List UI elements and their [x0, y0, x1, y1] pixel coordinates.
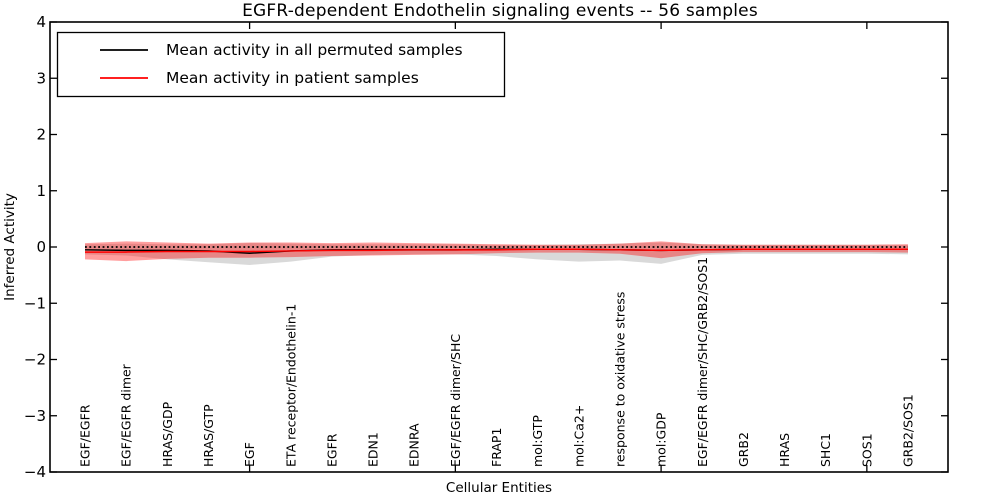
- x-category-label: EGF/EGFR dimer/SHC: [448, 334, 463, 467]
- y-axis-label: Inferred Activity: [2, 193, 18, 301]
- legend-label-permuted: Mean activity in all permuted samples: [166, 41, 463, 59]
- x-category-label: GRB2/SOS1: [901, 394, 916, 467]
- x-category-labels-group: EGF/EGFR EGF/EGFR dimer HRAS/GDP HRAS/GTP EG…: [78, 257, 916, 467]
- x-category-label: SHC1: [818, 433, 833, 467]
- legend-label-patient: Mean activity in patient samples: [166, 69, 419, 87]
- y-tick-label: −2: [24, 351, 46, 369]
- chart-title: EGFR-dependent Endothelin signaling even…: [242, 1, 758, 21]
- x-category-label: EDNRA: [407, 423, 422, 467]
- x-category-label: EGFR: [324, 433, 339, 467]
- x-category-label: mol:Ca2+: [571, 405, 586, 467]
- y-tick-label: 1: [36, 182, 46, 200]
- x-category-label: HRAS/GDP: [160, 401, 175, 467]
- x-category-label: GRB2: [736, 432, 751, 467]
- x-category-label: EGF/EGFR dimer: [119, 363, 134, 467]
- legend-box: [56, 31, 506, 98]
- std-band-permuted: [85, 242, 908, 265]
- y-tick-labels-group: 4 3 2 1 0 −1 −2 −3 −4: [24, 13, 46, 481]
- y-tick-label: −3: [24, 407, 46, 425]
- x-category-label: EGF: [242, 442, 257, 467]
- x-category-label: EDN1: [366, 432, 381, 467]
- x-category-label: mol:GDP: [654, 412, 669, 467]
- y-tick-label: 3: [36, 69, 46, 87]
- y-tick-label: 0: [36, 238, 46, 256]
- x-category-label: EGF/EGFR dimer/SHC/GRB2/SOS1: [695, 257, 710, 467]
- legend: Mean activity in all permuted samples Me…: [56, 31, 506, 98]
- x-category-label: SOS1: [859, 433, 874, 467]
- x-category-label: EGF/EGFR: [78, 404, 93, 467]
- x-category-label: mol:GTP: [530, 415, 545, 467]
- mean-lines-group: [84, 248, 908, 254]
- mean-line-patient: [85, 248, 908, 253]
- y-tick-label: −4: [24, 463, 46, 481]
- x-category-label: HRAS: [777, 433, 792, 467]
- x-category-label: ETA receptor/Endothelin-1: [283, 304, 298, 467]
- y-tick-label: −1: [24, 294, 46, 312]
- x-category-label: FRAP1: [489, 428, 504, 467]
- std-bands-group: [85, 241, 908, 265]
- axis-ticks-group: [50, 21, 948, 473]
- y-tick-label: 4: [36, 13, 46, 31]
- x-axis-label: Cellular Entities: [446, 480, 552, 496]
- x-category-label: response to oxidative stress: [612, 292, 627, 467]
- x-category-label: HRAS/GTP: [201, 404, 216, 467]
- y-tick-label: 2: [36, 126, 46, 144]
